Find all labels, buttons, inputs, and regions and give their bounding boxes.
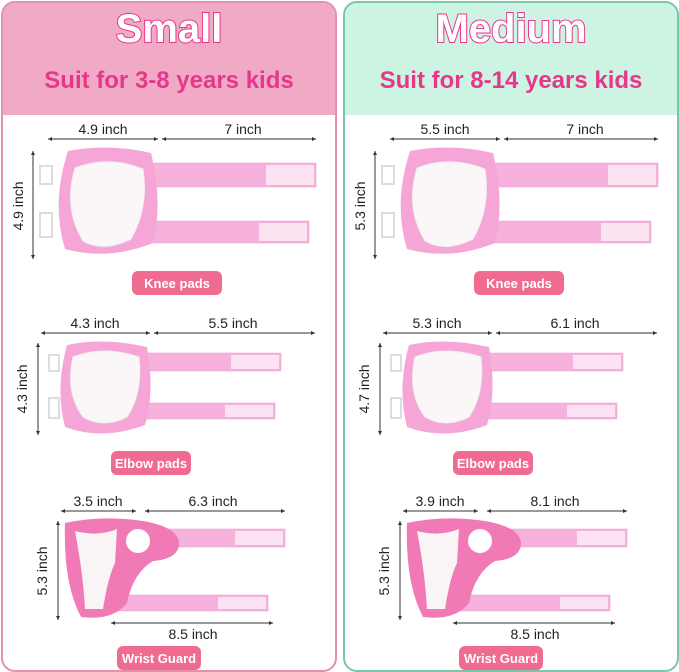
size-title: Medium <box>434 6 587 52</box>
small-size-panel: Small Suit for 3-8 years kids 4.9 inch 7… <box>1 1 337 672</box>
knee-label-badge: Knee pads <box>474 271 564 295</box>
elbow-strap-dimension: 5.5 inch <box>208 315 257 331</box>
svg-text:Wrist Guard: Wrist Guard <box>122 651 196 666</box>
knee-pad-image <box>39 147 317 254</box>
wrist-height-dimension: 5.3 inch <box>376 546 392 595</box>
elbow-label-badge: Elbow pads <box>453 451 533 475</box>
knee-strap-dimension: 7 inch <box>566 121 603 137</box>
knee-pad-section: 4.9 inch 7 inch 4.9 inch Knee pads <box>10 121 317 295</box>
svg-text:Elbow pads: Elbow pads <box>457 456 529 471</box>
wrist-strap-dimension: 8.1 inch <box>530 493 579 509</box>
wrist-width-dimension: 3.9 inch <box>415 493 464 509</box>
elbow-pad-section: 4.3 inch 5.5 inch 4.3 inch Elbow pads <box>14 315 315 475</box>
knee-width-dimension: 5.5 inch <box>420 121 469 137</box>
elbow-label-badge: Elbow pads <box>111 451 191 475</box>
elbow-pad-image <box>48 341 282 434</box>
knee-pad-section: 5.5 inch 7 inch 5.3 inch Knee pads <box>352 121 659 295</box>
wrist-strap-dimension: 6.3 inch <box>188 493 237 509</box>
wrist-label-badge: Wrist Guard <box>117 646 201 670</box>
knee-height-dimension: 5.3 inch <box>352 181 368 230</box>
wrist-guard-image <box>64 518 286 618</box>
wrist-length-dimension: 8.5 inch <box>510 626 559 642</box>
panel-header: Medium Suit for 8-14 years kids <box>345 3 677 115</box>
age-range-subtitle: Suit for 8-14 years kids <box>379 67 643 94</box>
wrist-guard-section: 3.9 inch 8.1 inch 5.3 inch 8.5 inch Wris… <box>376 493 628 670</box>
knee-strap-dimension: 7 inch <box>224 121 261 137</box>
elbow-strap-dimension: 6.1 inch <box>550 315 599 331</box>
knee-width-dimension: 4.9 inch <box>78 121 127 137</box>
svg-text:Knee pads: Knee pads <box>486 276 552 291</box>
elbow-pad-image <box>390 341 624 434</box>
wrist-guard-image <box>406 518 628 618</box>
svg-text:Knee pads: Knee pads <box>144 276 210 291</box>
elbow-pad-section: 5.3 inch 6.1 inch 4.7 inch Elbow pads <box>356 315 657 475</box>
knee-height-dimension: 4.9 inch <box>10 181 26 230</box>
elbow-width-dimension: 4.3 inch <box>70 315 119 331</box>
size-title: Small <box>115 6 224 52</box>
svg-text:Wrist Guard: Wrist Guard <box>464 651 538 666</box>
elbow-height-dimension: 4.3 inch <box>14 364 30 413</box>
wrist-length-dimension: 8.5 inch <box>168 626 217 642</box>
wrist-guard-section: 3.5 inch 6.3 inch 5.3 inch 8.5 inch Wris… <box>34 493 286 670</box>
product-diagram: 5.5 inch 7 inch 5.3 inch Knee pads 5.3 i… <box>352 121 659 670</box>
elbow-width-dimension: 5.3 inch <box>412 315 461 331</box>
wrist-width-dimension: 3.5 inch <box>73 493 122 509</box>
wrist-height-dimension: 5.3 inch <box>34 546 50 595</box>
wrist-label-badge: Wrist Guard <box>459 646 543 670</box>
medium-size-panel: Medium Suit for 8-14 years kids 5.5 inch… <box>343 1 679 672</box>
age-range-subtitle: Suit for 3-8 years kids <box>44 67 294 94</box>
knee-pad-image <box>381 147 659 254</box>
product-diagram: 4.9 inch 7 inch 4.9 inch Knee pads 4.3 i… <box>10 121 317 670</box>
knee-label-badge: Knee pads <box>132 271 222 295</box>
svg-text:Elbow pads: Elbow pads <box>115 456 187 471</box>
panel-header: Small Suit for 3-8 years kids <box>3 3 335 115</box>
elbow-height-dimension: 4.7 inch <box>356 364 372 413</box>
